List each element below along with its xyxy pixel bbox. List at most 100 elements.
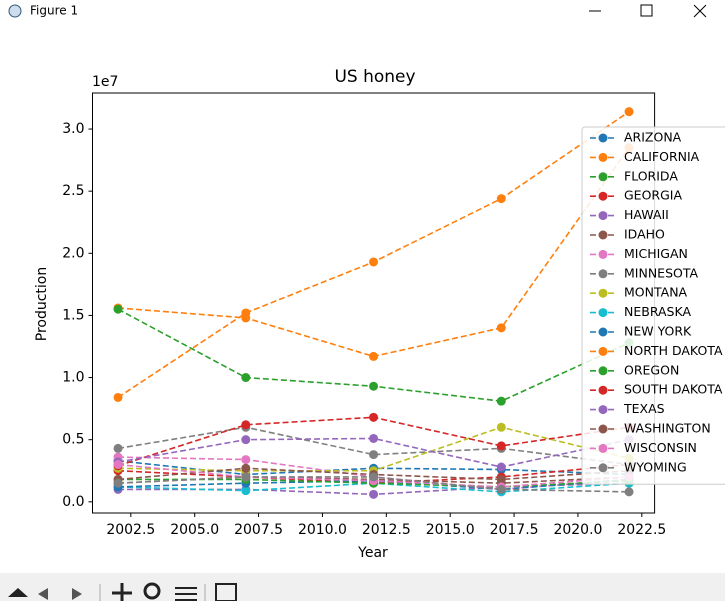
save-button[interactable] bbox=[215, 583, 237, 601]
legend-label: WASHINGTON bbox=[624, 421, 711, 436]
forward-button[interactable] bbox=[72, 588, 82, 600]
legend-label: MINNESOTA bbox=[624, 265, 699, 280]
legend-label: MONTANA bbox=[624, 285, 688, 300]
data-point bbox=[496, 194, 506, 204]
legend-marker bbox=[598, 463, 608, 473]
y-tick-label: 0.0 bbox=[62, 494, 84, 510]
data-point bbox=[241, 420, 251, 430]
legend-label: NEBRASKA bbox=[624, 304, 691, 319]
legend-label: CALIFORNIA bbox=[624, 149, 700, 164]
data-point bbox=[113, 478, 123, 488]
legend-marker bbox=[598, 366, 608, 376]
pan-button[interactable] bbox=[112, 583, 132, 601]
legend-box bbox=[581, 126, 725, 485]
legend-marker bbox=[598, 327, 608, 337]
data-point bbox=[496, 484, 506, 494]
legend-marker bbox=[598, 269, 608, 279]
legend-marker bbox=[598, 443, 608, 453]
legend-marker bbox=[598, 230, 608, 240]
x-tick-label: 2010.0 bbox=[298, 522, 347, 538]
configure-button[interactable] bbox=[175, 587, 197, 601]
data-point bbox=[369, 433, 379, 443]
data-point bbox=[624, 107, 634, 117]
chart-title: US honey bbox=[334, 67, 415, 87]
data-point bbox=[113, 304, 123, 314]
legend-marker bbox=[598, 211, 608, 221]
x-tick-label: 2022.5 bbox=[617, 522, 666, 538]
x-tick-label: 2020.0 bbox=[553, 522, 602, 538]
data-point bbox=[241, 455, 251, 465]
data-point bbox=[496, 462, 506, 472]
data-point bbox=[624, 487, 634, 497]
legend-marker bbox=[598, 288, 608, 298]
y-tick-label: 2.5 bbox=[62, 183, 84, 199]
legend-marker bbox=[598, 133, 608, 143]
data-point bbox=[496, 396, 506, 406]
data-point bbox=[113, 443, 123, 453]
legend-label: OREGON bbox=[624, 362, 679, 377]
data-point bbox=[241, 463, 251, 473]
legend-marker bbox=[598, 424, 608, 434]
legend-marker bbox=[598, 385, 608, 395]
legend-label: IDAHO bbox=[624, 227, 665, 242]
legend-label: NORTH DAKOTA bbox=[624, 343, 723, 358]
data-point bbox=[241, 472, 251, 482]
data-point bbox=[241, 435, 251, 445]
y-tick-label: 1.0 bbox=[62, 370, 84, 386]
legend: ARIZONA CALIFORNIA FLORIDA GEORGIA HAWAII IDA… bbox=[581, 126, 725, 485]
data-point bbox=[369, 450, 379, 460]
y-tick-label: 1.5 bbox=[62, 307, 84, 323]
x-tick-label: 2017.5 bbox=[490, 522, 539, 538]
legend-label: NEW YORK bbox=[624, 324, 692, 339]
series-line bbox=[117, 426, 630, 466]
x-tick-label: 2007.5 bbox=[234, 522, 283, 538]
data-point bbox=[369, 257, 379, 267]
data-point bbox=[496, 474, 506, 484]
offset-label: 1e7 bbox=[92, 74, 118, 90]
legend-label: WYOMING bbox=[624, 459, 687, 474]
home-button[interactable] bbox=[8, 588, 28, 597]
window-title: Figure 1 bbox=[30, 4, 78, 18]
maximize-button[interactable] bbox=[640, 4, 653, 17]
data-point bbox=[369, 489, 379, 499]
x-tick-label: 2005.0 bbox=[170, 522, 219, 538]
data-point bbox=[369, 381, 379, 391]
legend-label: TEXAS bbox=[623, 401, 665, 416]
legend-label: GEORGIA bbox=[624, 188, 682, 203]
x-tick-label: 2015.0 bbox=[426, 522, 475, 538]
data-point bbox=[241, 373, 251, 383]
data-point bbox=[113, 460, 123, 470]
y-tick-label: 3.0 bbox=[62, 121, 84, 137]
data-point bbox=[496, 441, 506, 451]
data-point bbox=[496, 323, 506, 333]
app-icon bbox=[8, 4, 22, 18]
data-point bbox=[241, 486, 251, 496]
x-axis-label: Year bbox=[357, 545, 388, 561]
toolbar bbox=[0, 573, 725, 601]
legend-marker bbox=[598, 172, 608, 182]
legend-label: SOUTH DAKOTA bbox=[624, 382, 723, 397]
zoom-button[interactable] bbox=[143, 582, 161, 600]
data-point bbox=[113, 392, 123, 402]
x-tick-label: 2012.5 bbox=[362, 522, 411, 538]
data-point bbox=[369, 351, 379, 361]
legend-label: WISCONSIN bbox=[624, 440, 697, 455]
legend-marker bbox=[598, 308, 608, 318]
legend-label: HAWAII bbox=[624, 207, 669, 222]
close-button[interactable] bbox=[693, 4, 707, 18]
legend-label: FLORIDA bbox=[624, 168, 678, 183]
y-axis-label: Production bbox=[34, 267, 50, 341]
x-tick-label: 2002.5 bbox=[106, 522, 155, 538]
data-point bbox=[369, 412, 379, 422]
data-point bbox=[241, 308, 251, 318]
legend-marker bbox=[598, 249, 608, 259]
legend-marker bbox=[598, 346, 608, 356]
legend-label: ARIZONA bbox=[624, 130, 682, 145]
y-tick-label: 2.0 bbox=[62, 245, 84, 261]
legend-marker bbox=[598, 405, 608, 415]
legend-marker bbox=[598, 152, 608, 162]
legend-marker bbox=[598, 191, 608, 201]
legend-label: MICHIGAN bbox=[624, 246, 688, 261]
back-button[interactable] bbox=[38, 588, 48, 600]
